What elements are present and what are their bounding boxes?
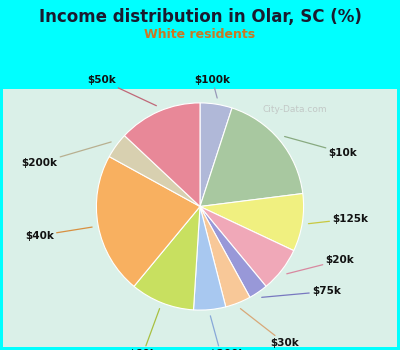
Text: $30k: $30k: [240, 309, 299, 348]
Text: $10k: $10k: [285, 136, 357, 158]
Text: City-Data.com: City-Data.com: [263, 105, 327, 114]
Wedge shape: [200, 206, 250, 307]
Text: $50k: $50k: [87, 75, 156, 106]
Text: $75k: $75k: [262, 286, 341, 297]
Wedge shape: [200, 103, 232, 206]
Text: $40k: $40k: [25, 227, 92, 240]
Text: $20k: $20k: [287, 256, 354, 274]
Text: > $200k: > $200k: [196, 316, 245, 350]
Wedge shape: [200, 194, 304, 251]
Wedge shape: [96, 156, 200, 286]
Text: $200k: $200k: [22, 142, 111, 168]
Text: $60k: $60k: [129, 309, 160, 350]
Text: White residents: White residents: [144, 28, 256, 41]
Wedge shape: [134, 206, 200, 310]
FancyBboxPatch shape: [3, 89, 397, 347]
Wedge shape: [200, 108, 303, 206]
Text: Income distribution in Olar, SC (%): Income distribution in Olar, SC (%): [38, 8, 362, 26]
Text: $100k: $100k: [194, 75, 230, 98]
Wedge shape: [194, 206, 226, 310]
Text: $125k: $125k: [308, 214, 368, 224]
Wedge shape: [124, 103, 200, 206]
Wedge shape: [200, 206, 294, 286]
Wedge shape: [109, 135, 200, 206]
Wedge shape: [200, 206, 266, 297]
